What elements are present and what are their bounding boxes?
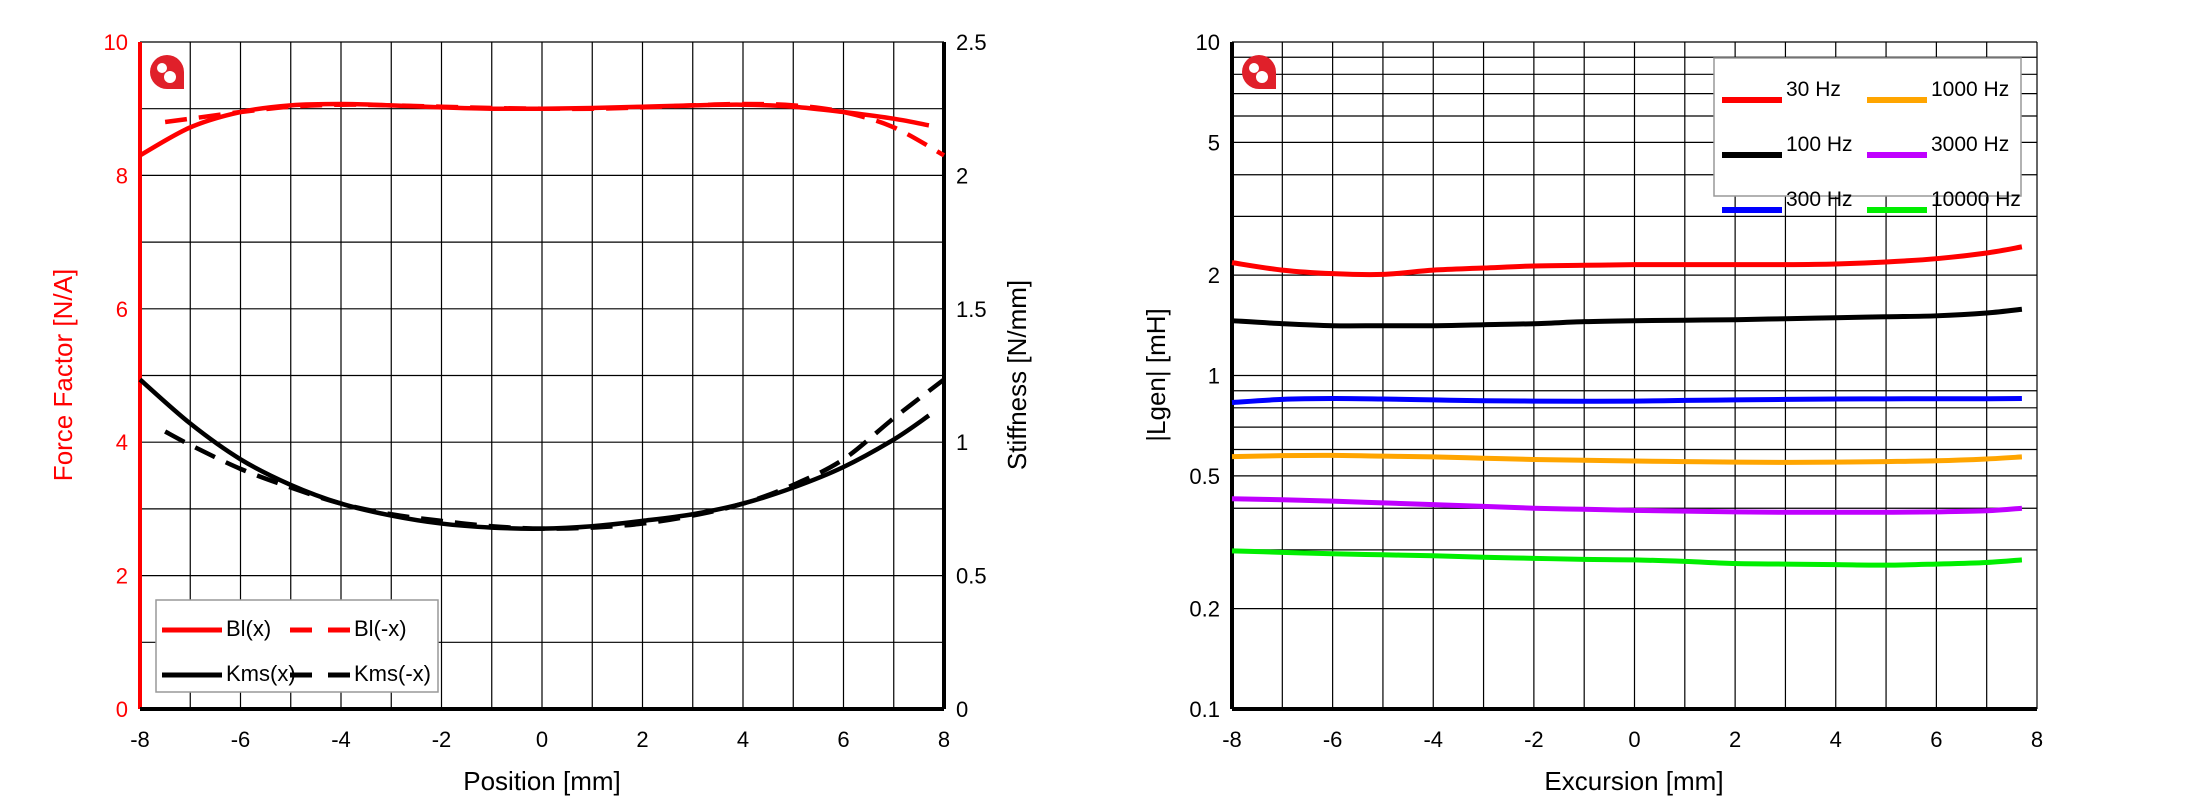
x-tick-label: -6 <box>1323 727 1343 752</box>
y-tick-label: 2 <box>1208 263 1220 288</box>
legend-label: 3000 Hz <box>1931 133 2009 156</box>
legend-label: 300 Hz <box>1786 188 1853 211</box>
legend-label: Kms(x) <box>226 661 296 686</box>
logo-dot <box>164 71 176 83</box>
x-tick-label: 0 <box>536 727 548 752</box>
legend-label: 1000 Hz <box>1931 78 2009 101</box>
y-tick-label: 1 <box>1208 364 1220 389</box>
y-tick-label: 2 <box>116 564 128 589</box>
x-tick-label: 2 <box>636 727 648 752</box>
x-tick-label: 0 <box>1628 727 1640 752</box>
series-line-3000-hz <box>1231 496 2023 515</box>
legend-box <box>1713 57 2022 197</box>
y-tick-label: 10 <box>104 30 128 55</box>
y-tick-label: 4 <box>116 430 128 455</box>
y2-tick-label: 0.5 <box>956 564 987 589</box>
logo-dot <box>157 63 167 73</box>
x-tick-label: -4 <box>331 727 351 752</box>
legend-label: Kms(-x) <box>354 661 431 686</box>
legend: Bl(x) Bl(-x) Kms(x) Kms(-x) <box>155 599 439 693</box>
y2-tick-label: 2 <box>956 163 968 188</box>
x-tick-label: 8 <box>2031 727 2043 752</box>
y2-axis-label: Stiffness [N/mm] <box>1002 280 1032 470</box>
y2-tick-label: 1 <box>956 430 968 455</box>
y-tick-label: 8 <box>116 163 128 188</box>
series-line-kms-x- <box>138 377 931 531</box>
y2-tick-label: 1.5 <box>956 297 987 322</box>
x-axis-label: Excursion [mm] <box>1544 766 1723 796</box>
logo-dot <box>1256 71 1268 83</box>
y-tick-label: 10 <box>1196 30 1220 55</box>
series-line-1000-hz <box>1231 452 2023 465</box>
logo-dot <box>1249 63 1259 73</box>
x-tick-label: -4 <box>1423 727 1443 752</box>
x-tick-label: 4 <box>1830 727 1842 752</box>
x-tick-label: 6 <box>1930 727 1942 752</box>
x-tick-label: -2 <box>1524 727 1544 752</box>
x-tick-label: 2 <box>1729 727 1741 752</box>
y2-tick-label: 0 <box>956 697 968 722</box>
legend-label: 10000 Hz <box>1931 188 2021 211</box>
series-line-10000-hz <box>1231 548 2023 568</box>
y-tick-label: 0.1 <box>1189 697 1220 722</box>
series-line-300-hz <box>1231 396 2022 405</box>
x-axis-label: Position [mm] <box>463 766 621 796</box>
legend-label: Bl(x) <box>226 616 271 641</box>
legend-label: Bl(-x) <box>354 616 407 641</box>
series-line-bl-x- <box>138 101 930 158</box>
x-tick-label: -6 <box>231 727 251 752</box>
y2-tick-label: 2.5 <box>956 30 987 55</box>
x-tick-label: 8 <box>938 727 950 752</box>
y-axis-label: Force Factor [N/A] <box>48 269 78 481</box>
legend: 30 Hz 100 Hz 300 Hz 1000 Hz 3000 Hz 10000 Hz <box>1713 57 2022 213</box>
series-line-30-hz <box>1231 244 2023 278</box>
red-logo-icon <box>150 55 184 89</box>
legend-label: 30 Hz <box>1786 78 1841 101</box>
red-logo-icon <box>1242 55 1276 89</box>
series-line-kms-x- <box>164 377 946 531</box>
y-axis-label: |Lgen| [mH] <box>1141 308 1171 441</box>
x-tick-label: -8 <box>130 727 150 752</box>
series-line-100-hz <box>1231 306 2023 329</box>
x-tick-label: -8 <box>1222 727 1242 752</box>
y-tick-label: 0.2 <box>1189 597 1220 622</box>
y-tick-label: 6 <box>116 297 128 322</box>
series-line-bl-x- <box>164 101 946 158</box>
legend-label: 100 Hz <box>1786 133 1853 156</box>
x-tick-label: 6 <box>837 727 849 752</box>
x-tick-label: 4 <box>737 727 749 752</box>
x-tick-label: -2 <box>432 727 452 752</box>
y-tick-label: 0 <box>116 697 128 722</box>
y-tick-label: 5 <box>1208 130 1220 155</box>
y-tick-label: 0.5 <box>1189 464 1220 489</box>
